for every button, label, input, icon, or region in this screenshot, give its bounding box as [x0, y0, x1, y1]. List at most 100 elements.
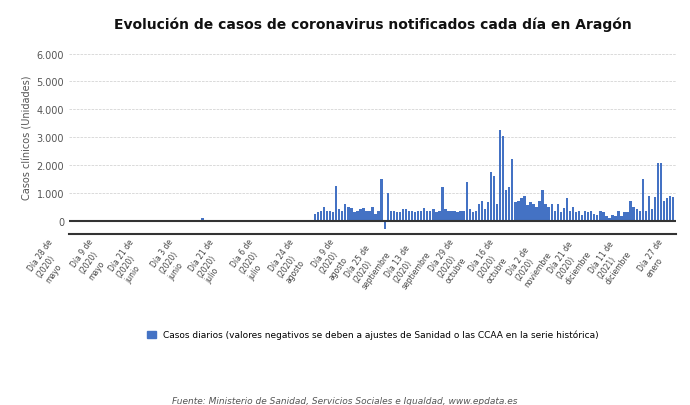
Bar: [651, 210, 653, 221]
Bar: [493, 177, 495, 221]
Bar: [201, 219, 204, 221]
Bar: [490, 173, 492, 221]
Bar: [481, 202, 483, 221]
Bar: [584, 211, 586, 221]
Bar: [520, 199, 522, 221]
Bar: [395, 213, 398, 221]
Bar: [359, 210, 362, 221]
Bar: [575, 213, 578, 221]
Bar: [323, 207, 325, 221]
Bar: [557, 205, 559, 221]
Bar: [477, 205, 480, 221]
Bar: [365, 211, 368, 221]
Bar: [253, 220, 255, 221]
Bar: [319, 211, 322, 221]
Bar: [338, 210, 340, 221]
Bar: [326, 211, 328, 221]
Bar: [347, 207, 350, 221]
Bar: [417, 211, 420, 221]
Bar: [505, 190, 507, 221]
Bar: [635, 210, 638, 221]
Bar: [438, 211, 441, 221]
Bar: [638, 211, 641, 221]
Bar: [375, 214, 377, 221]
Bar: [420, 211, 422, 221]
Bar: [368, 211, 371, 221]
Bar: [532, 205, 535, 221]
Bar: [496, 205, 498, 221]
Y-axis label: Casos clínicos (Unidades): Casos clínicos (Unidades): [22, 76, 32, 200]
Bar: [629, 202, 632, 221]
Title: Evolución de casos de coronavirus notificados cada día en Aragón: Evolución de casos de coronavirus notifi…: [114, 18, 631, 32]
Bar: [429, 211, 431, 221]
Bar: [484, 210, 486, 221]
Bar: [353, 213, 355, 221]
Bar: [620, 217, 623, 221]
Bar: [453, 211, 456, 221]
Bar: [384, 221, 386, 229]
Bar: [535, 207, 538, 221]
Bar: [618, 211, 620, 221]
Bar: [444, 210, 446, 221]
Bar: [526, 206, 529, 221]
Bar: [344, 205, 346, 221]
Bar: [663, 202, 665, 221]
Bar: [614, 217, 617, 221]
Bar: [593, 214, 595, 221]
Bar: [596, 215, 598, 221]
Bar: [475, 211, 477, 221]
Bar: [460, 211, 462, 221]
Bar: [623, 213, 626, 221]
Bar: [356, 211, 359, 221]
Bar: [314, 214, 316, 221]
Bar: [332, 213, 335, 221]
Bar: [627, 213, 629, 221]
Bar: [423, 209, 426, 221]
Bar: [633, 207, 635, 221]
Bar: [405, 210, 407, 221]
Bar: [362, 209, 365, 221]
Bar: [502, 136, 504, 221]
Bar: [466, 182, 468, 221]
Bar: [441, 188, 444, 221]
Bar: [426, 211, 428, 221]
Bar: [657, 164, 659, 221]
Bar: [587, 213, 589, 221]
Bar: [605, 217, 608, 221]
Bar: [414, 213, 416, 221]
Bar: [371, 207, 374, 221]
Bar: [408, 211, 411, 221]
Bar: [329, 211, 331, 221]
Bar: [644, 211, 647, 221]
Bar: [523, 196, 526, 221]
Text: Fuente: Ministerio de Sanidad, Servicios Sociales e Igualdad, www.epdata.es: Fuente: Ministerio de Sanidad, Servicios…: [172, 396, 518, 405]
Bar: [551, 205, 553, 221]
Bar: [648, 196, 650, 221]
Bar: [666, 199, 669, 221]
Bar: [562, 209, 565, 221]
Bar: [590, 211, 593, 221]
Bar: [390, 211, 392, 221]
Bar: [672, 197, 674, 221]
Bar: [529, 203, 532, 221]
Bar: [602, 213, 604, 221]
Bar: [553, 211, 556, 221]
Bar: [447, 211, 450, 221]
Bar: [350, 209, 353, 221]
Bar: [608, 218, 611, 221]
Bar: [380, 179, 383, 221]
Bar: [499, 131, 502, 221]
Bar: [432, 210, 435, 221]
Bar: [386, 193, 389, 221]
Bar: [393, 211, 395, 221]
Bar: [341, 211, 344, 221]
Bar: [435, 213, 437, 221]
Bar: [578, 211, 580, 221]
Bar: [669, 196, 671, 221]
Bar: [581, 215, 583, 221]
Bar: [335, 186, 337, 221]
Bar: [517, 202, 520, 221]
Bar: [469, 210, 471, 221]
Bar: [462, 211, 465, 221]
Bar: [317, 213, 319, 221]
